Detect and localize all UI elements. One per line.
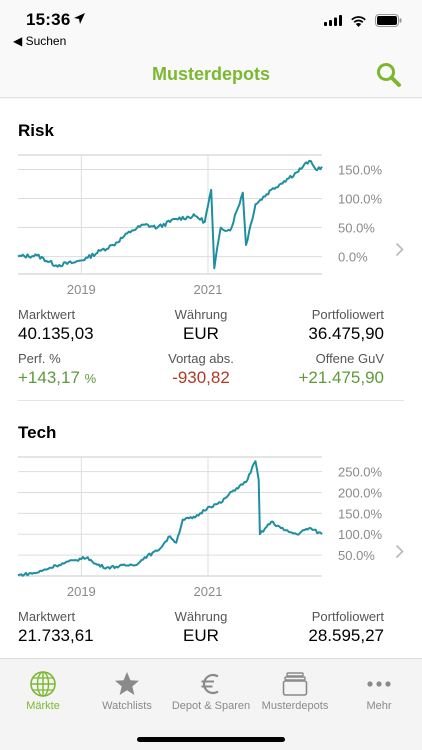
depot-name: Tech	[18, 423, 57, 442]
perf-value: +143,17 %	[18, 367, 140, 390]
depot-card-tech[interactable]: Tech 250.0% 200.0% 150.0% 100.0% 50.0% 2019 20…	[0, 401, 422, 658]
waehrung-value: EUR	[183, 324, 219, 343]
y-tick-label: 200.0%	[338, 485, 383, 500]
y-tick-label: 0.0%	[338, 250, 368, 265]
portfoliowert-value: 28.595,27	[308, 626, 384, 645]
search-icon[interactable]	[374, 60, 404, 90]
more-icon	[367, 681, 391, 687]
marktwert-value: 21.733,61	[18, 626, 94, 645]
y-tick-label: 150.0%	[338, 506, 383, 521]
battery-icon	[375, 14, 402, 27]
tab-depot-sparen[interactable]: Depot & Sparen	[169, 659, 253, 719]
depot-name: Risk	[18, 121, 54, 140]
depot-metrics: Marktwert 40.135,03 Währung EUR Portfoli…	[18, 307, 384, 390]
cellular-signal-icon	[324, 15, 342, 26]
tab-musterdepots[interactable]: Musterdepots	[253, 659, 337, 719]
waehrung-label: Währung	[174, 307, 228, 322]
star-icon	[115, 672, 139, 695]
guv-label: Offene GuV	[315, 351, 384, 366]
depot-chart-tech: 250.0% 200.0% 150.0% 100.0% 50.0% 2019 2021	[17, 456, 383, 599]
status-icons	[324, 14, 402, 27]
tab-maerkte[interactable]: Märkte	[1, 659, 85, 719]
euro-icon	[201, 673, 219, 695]
divider	[18, 400, 404, 401]
x-tick-label: 2021	[194, 584, 223, 599]
status-bar: 15:36 ◀ Suchen	[0, 0, 422, 56]
marktwert-label: Marktwert	[18, 609, 76, 624]
y-tick-label: 50.0%	[338, 548, 375, 563]
y-tick-label: 250.0%	[338, 465, 383, 480]
tab-label: Depot & Sparen	[171, 700, 251, 712]
depot-card-risk[interactable]: Risk 150.0% 100.0% 50.0% 0.0% 2019 2021 Markt…	[0, 99, 422, 399]
globe-icon	[30, 671, 56, 697]
page-title: Musterdepots	[151, 64, 270, 84]
depot-list: Risk 150.0% 100.0% 50.0% 0.0% 2019 2021 Markt…	[0, 99, 422, 658]
stack-icon	[282, 672, 308, 696]
tab-mehr[interactable]: Mehr	[337, 659, 421, 719]
tab-bar: Märkte Watchlists Depot & Sparen Mu	[0, 658, 422, 750]
tab-label: Mehr	[366, 700, 392, 712]
perf-unit: %	[84, 371, 97, 386]
y-tick-label: 100.0%	[338, 192, 383, 207]
location-arrow-icon	[74, 13, 85, 24]
chevron-right-icon[interactable]	[395, 242, 404, 257]
tab-watchlists[interactable]: Watchlists	[85, 659, 169, 719]
tab-label: Musterdepots	[261, 700, 329, 712]
marktwert-value: 40.135,03	[18, 324, 94, 343]
y-tick-label: 50.0%	[338, 221, 375, 236]
vortag-label: Vortag abs.	[168, 351, 234, 366]
x-tick-label: 2019	[67, 282, 96, 297]
wifi-icon	[351, 15, 366, 27]
portfoliowert-label: Portfoliowert	[311, 609, 384, 624]
portfoliowert-value: 36.475,90	[308, 324, 384, 343]
vortag-value: -930,82	[172, 368, 230, 387]
chevron-right-icon[interactable]	[395, 544, 404, 559]
marktwert-label: Marktwert	[18, 307, 76, 322]
y-tick-label: 150.0%	[338, 163, 383, 178]
series-line	[17, 159, 323, 270]
home-indicator	[137, 737, 285, 742]
waehrung-label: Währung	[174, 609, 228, 624]
perf-label: Perf. %	[18, 351, 61, 366]
perf-number: +143,17	[18, 368, 80, 387]
waehrung-value: EUR	[183, 626, 219, 645]
series-line	[17, 460, 323, 577]
tab-label: Watchlists	[102, 700, 152, 712]
tab-label: Märkte	[26, 700, 60, 712]
x-tick-label: 2019	[67, 584, 96, 599]
clock: 15:36	[26, 10, 71, 29]
back-to-search-link[interactable]: ◀ Suchen	[13, 34, 67, 48]
guv-value: +21.475,90	[298, 368, 384, 387]
depot-metrics: Marktwert 21.733,61 Währung EUR Portfoli…	[18, 609, 384, 647]
depot-chart-risk: 150.0% 100.0% 50.0% 0.0% 2019 2021	[17, 154, 383, 297]
portfoliowert-label: Portfoliowert	[311, 307, 384, 322]
y-tick-label: 100.0%	[338, 527, 383, 542]
x-tick-label: 2021	[194, 282, 223, 297]
navigation-bar: Musterdepots	[0, 56, 422, 98]
